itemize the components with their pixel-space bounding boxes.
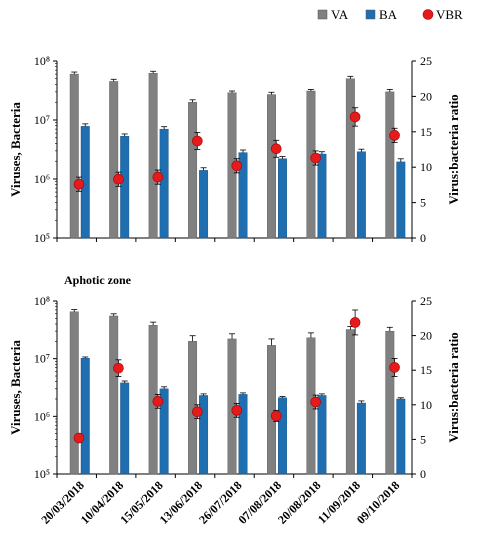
y2-tick-label: 5 [420, 196, 426, 210]
point-vbr [349, 111, 361, 123]
y2-tick-label: 25 [420, 54, 432, 68]
point-vbr [310, 152, 321, 164]
point-vbr [310, 396, 321, 408]
y2-tick-label: 5 [420, 432, 426, 446]
y2-tick-label: 10 [420, 398, 432, 412]
legend-label-ba: BA [379, 7, 398, 22]
panel-top: 10⁵ 10⁶ 10⁷ 10⁸ 0 5 10 15 20 25 Viruses, Bacteria… [8, 54, 461, 245]
x-tick-label: 09/10/2018 [354, 478, 403, 527]
bar-va [345, 329, 355, 475]
legend-swatch-va [317, 9, 328, 20]
bar-ba [278, 158, 287, 239]
legend-marker-vbr [422, 9, 434, 20]
bar-va [267, 345, 276, 475]
bar-ba [278, 397, 287, 475]
point-vbr [192, 135, 203, 147]
bar-va [267, 94, 276, 239]
legend: VA BA VBR [317, 7, 463, 22]
bar-va [69, 311, 79, 475]
y-tick-label: 10⁵ [34, 467, 50, 481]
y2-tick-label: 20 [420, 89, 432, 103]
point-vbr [113, 362, 124, 374]
bar-ba [396, 161, 406, 239]
point-vbr [152, 171, 164, 183]
point-vbr [73, 178, 85, 190]
y-tick-label: 10⁵ [34, 231, 50, 245]
bar-ba [317, 153, 327, 239]
bar-va [109, 81, 119, 239]
y-tick-label: 10⁷ [34, 113, 50, 127]
bar-va [385, 330, 395, 475]
legend-label-vbr: VBR [436, 7, 463, 22]
y2-tick-label: 15 [420, 125, 432, 139]
point-vbr [349, 317, 361, 328]
bar-ba [199, 395, 209, 475]
point-vbr [231, 405, 243, 416]
axes: 10⁵ 10⁶ 10⁷ 10⁸ 0 5 10 15 20 25 [34, 54, 432, 245]
bar-ba [356, 402, 366, 475]
y2-axis-label: Virus:bacteria ratio [446, 332, 461, 442]
y-tick-label: 10⁸ [34, 294, 50, 308]
point-vbr [152, 396, 164, 407]
bar-ba [396, 398, 406, 475]
y-tick-label: 10⁶ [34, 409, 50, 423]
y-axis-label: Viruses, Bacteria [8, 340, 23, 435]
y-tick-label: 10⁷ [34, 352, 50, 366]
bar-va [148, 73, 158, 239]
legend-swatch-ba [365, 9, 376, 20]
point-vbr [389, 130, 400, 141]
y2-tick-label: 15 [420, 363, 432, 377]
bar-ba [317, 395, 327, 475]
point-vbr [231, 160, 243, 172]
point-vbr [270, 143, 282, 155]
legend-label-va: VA [331, 7, 349, 22]
bar-va [345, 78, 355, 239]
bar-va [188, 102, 198, 239]
point-vbr [73, 432, 85, 444]
y2-tick-label: 25 [420, 294, 432, 308]
point-vbr [192, 406, 203, 418]
bar-ba [356, 151, 366, 239]
y2-axis-label: Virus:bacteria ratio [446, 94, 461, 204]
point-vbr [270, 410, 282, 422]
bar-ba [80, 357, 90, 475]
bar-va [306, 90, 316, 239]
bar-ba [199, 170, 209, 239]
point-vbr [113, 173, 124, 185]
y-tick-label: 10⁸ [34, 54, 50, 68]
y-tick-label: 10⁶ [34, 172, 50, 186]
y2-tick-label: 20 [420, 329, 432, 343]
x-tick-label: 20/08/2018 [275, 478, 324, 527]
bar-va [69, 73, 79, 239]
y2-tick-label: 10 [420, 160, 432, 174]
panel-title: Aphotic zone [64, 273, 132, 287]
bar-va [109, 315, 119, 475]
y2-tick-label: 0 [420, 467, 426, 481]
bar-ba [159, 128, 169, 239]
bar-va [385, 91, 395, 239]
axes: 10⁵ 10⁶ 10⁷ 10⁸ 0 5 10 15 20 25 [34, 294, 432, 481]
panel-bottom: Aphotic zone 10⁵ 10⁶ 10⁷ 10⁸ 0 5 10 15 20 25 Viru… [8, 273, 461, 481]
x-tick-labels: 20/03/201810/04/201815/05/201813/06/2018… [38, 478, 402, 527]
point-vbr [389, 362, 400, 373]
y2-tick-label: 0 [420, 231, 426, 245]
bar-ba [120, 382, 130, 475]
y-axis-label: Viruses, Bacteria [8, 102, 23, 197]
bar-ba [120, 136, 130, 239]
